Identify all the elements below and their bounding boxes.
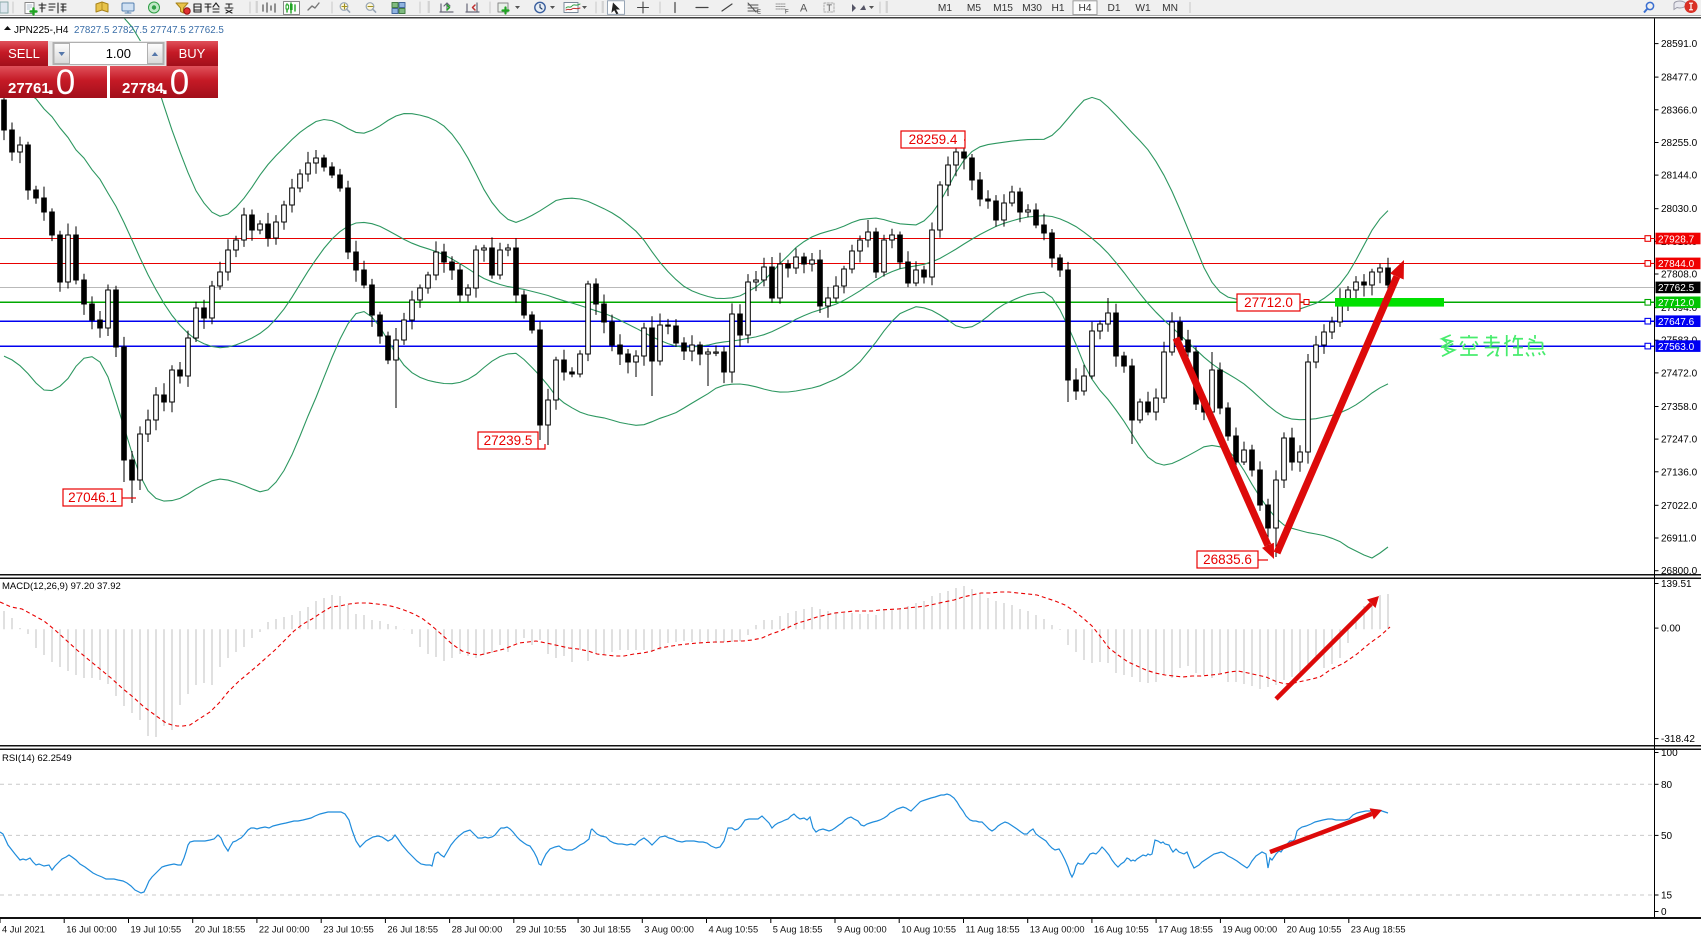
svg-text:139.51: 139.51 [1661,579,1692,590]
svg-text:29 Jul 10:55: 29 Jul 10:55 [516,925,567,935]
svg-text:17 Aug 18:55: 17 Aug 18:55 [1158,925,1213,935]
svg-text:23 Jul 10:55: 23 Jul 10:55 [323,925,374,935]
svg-text:19 Aug 00:00: 19 Aug 00:00 [1222,925,1277,935]
svg-text:H4: H4 [1078,3,1091,14]
svg-text:1.00: 1.00 [106,46,131,61]
svg-text:MACD(12,26,9) 97.20 37.92: MACD(12,26,9) 97.20 37.92 [2,581,121,592]
svg-text:27472.0: 27472.0 [1661,368,1698,379]
svg-text:27712.0: 27712.0 [1658,298,1695,309]
svg-text:28030.0: 28030.0 [1661,204,1698,215]
svg-text:MN: MN [1162,3,1178,14]
svg-text:M1: M1 [938,3,952,14]
svg-text:BUY: BUY [179,46,206,61]
svg-text:26800.0: 26800.0 [1661,566,1698,577]
svg-text:M15: M15 [993,3,1013,14]
svg-text:16 Aug 10:55: 16 Aug 10:55 [1094,925,1149,935]
svg-text:RSI(14) 62.2549: RSI(14) 62.2549 [2,753,72,764]
svg-text:27784: 27784 [122,80,164,97]
svg-text:27928.7: 27928.7 [1658,234,1695,245]
svg-text:D1: D1 [1107,3,1120,14]
svg-text:27358.0: 27358.0 [1661,402,1698,413]
svg-text:28259.4: 28259.4 [909,132,958,147]
svg-text:27647.6: 27647.6 [1658,317,1695,328]
svg-text:JPN225-,H4: JPN225-,H4 [14,25,69,36]
svg-text:100: 100 [1661,748,1678,759]
svg-text:0.00: 0.00 [1661,624,1681,635]
svg-text:27827.5 27827.5 27747.5 27762.: 27827.5 27827.5 27747.5 27762.5 [74,25,224,36]
svg-text:W1: W1 [1135,3,1151,14]
svg-text:27694.0: 27694.0 [1661,303,1698,314]
svg-text:27247.0: 27247.0 [1661,435,1698,446]
svg-text:22 Jul 00:00: 22 Jul 00:00 [259,925,310,935]
svg-text:20 Jul 18:55: 20 Jul 18:55 [195,925,246,935]
svg-text:28477.0: 28477.0 [1661,73,1698,84]
svg-text:26 Jul 18:55: 26 Jul 18:55 [387,925,438,935]
svg-text:27239.5: 27239.5 [484,433,533,448]
svg-text:28366.0: 28366.0 [1661,105,1698,116]
svg-text:27761: 27761 [8,80,50,97]
svg-text:28 Jul 00:00: 28 Jul 00:00 [452,925,503,935]
svg-text:5 Aug 18:55: 5 Aug 18:55 [773,925,823,935]
svg-text:0: 0 [1661,907,1667,918]
svg-text:27136.0: 27136.0 [1661,467,1698,478]
svg-text:23 Aug 18:55: 23 Aug 18:55 [1351,925,1406,935]
svg-text:28255.0: 28255.0 [1661,138,1698,149]
svg-text:27022.0: 27022.0 [1661,501,1698,512]
svg-text:.0: .0 [160,63,189,102]
svg-text:27762.5: 27762.5 [1658,283,1695,294]
svg-text:-318.42: -318.42 [1661,734,1695,745]
svg-text:11 Aug 18:55: 11 Aug 18:55 [966,925,1020,935]
svg-text:30 Jul 18:55: 30 Jul 18:55 [580,925,631,935]
svg-text:15: 15 [1661,891,1673,902]
svg-text:.0: .0 [46,63,75,102]
svg-text:E: E [757,10,761,16]
svg-text:A: A [800,3,808,15]
svg-text:4 Jul 2021: 4 Jul 2021 [2,925,45,935]
svg-text:20 Aug 10:55: 20 Aug 10:55 [1287,925,1342,935]
svg-text:M5: M5 [967,3,981,14]
svg-text:27808.0: 27808.0 [1661,270,1698,281]
svg-text:27046.1: 27046.1 [68,490,117,505]
svg-text:H1: H1 [1051,3,1064,14]
svg-text:27712.0: 27712.0 [1244,295,1293,310]
svg-text:F: F [785,10,789,16]
svg-text:19 Jul 10:55: 19 Jul 10:55 [131,925,182,935]
svg-text:4 Aug 10:55: 4 Aug 10:55 [709,925,759,935]
svg-text:SELL: SELL [8,46,40,61]
svg-text:16 Jul 00:00: 16 Jul 00:00 [66,925,117,935]
svg-text:50: 50 [1661,831,1673,842]
svg-text:28591.0: 28591.0 [1661,39,1698,50]
svg-text:27844.0: 27844.0 [1658,259,1695,270]
svg-text:26835.6: 26835.6 [1203,552,1252,567]
svg-text:26911.0: 26911.0 [1661,534,1697,545]
svg-text:27563.0: 27563.0 [1658,342,1695,353]
svg-text:3 Aug 00:00: 3 Aug 00:00 [644,925,694,935]
svg-text:13 Aug 00:00: 13 Aug 00:00 [1030,925,1085,935]
svg-text:T: T [827,3,833,13]
svg-text:80: 80 [1661,780,1673,791]
svg-text:M30: M30 [1022,3,1042,14]
svg-text:9 Aug 00:00: 9 Aug 00:00 [837,925,887,935]
svg-text:28144.0: 28144.0 [1661,171,1698,182]
svg-text:10 Aug 10:55: 10 Aug 10:55 [901,925,956,935]
